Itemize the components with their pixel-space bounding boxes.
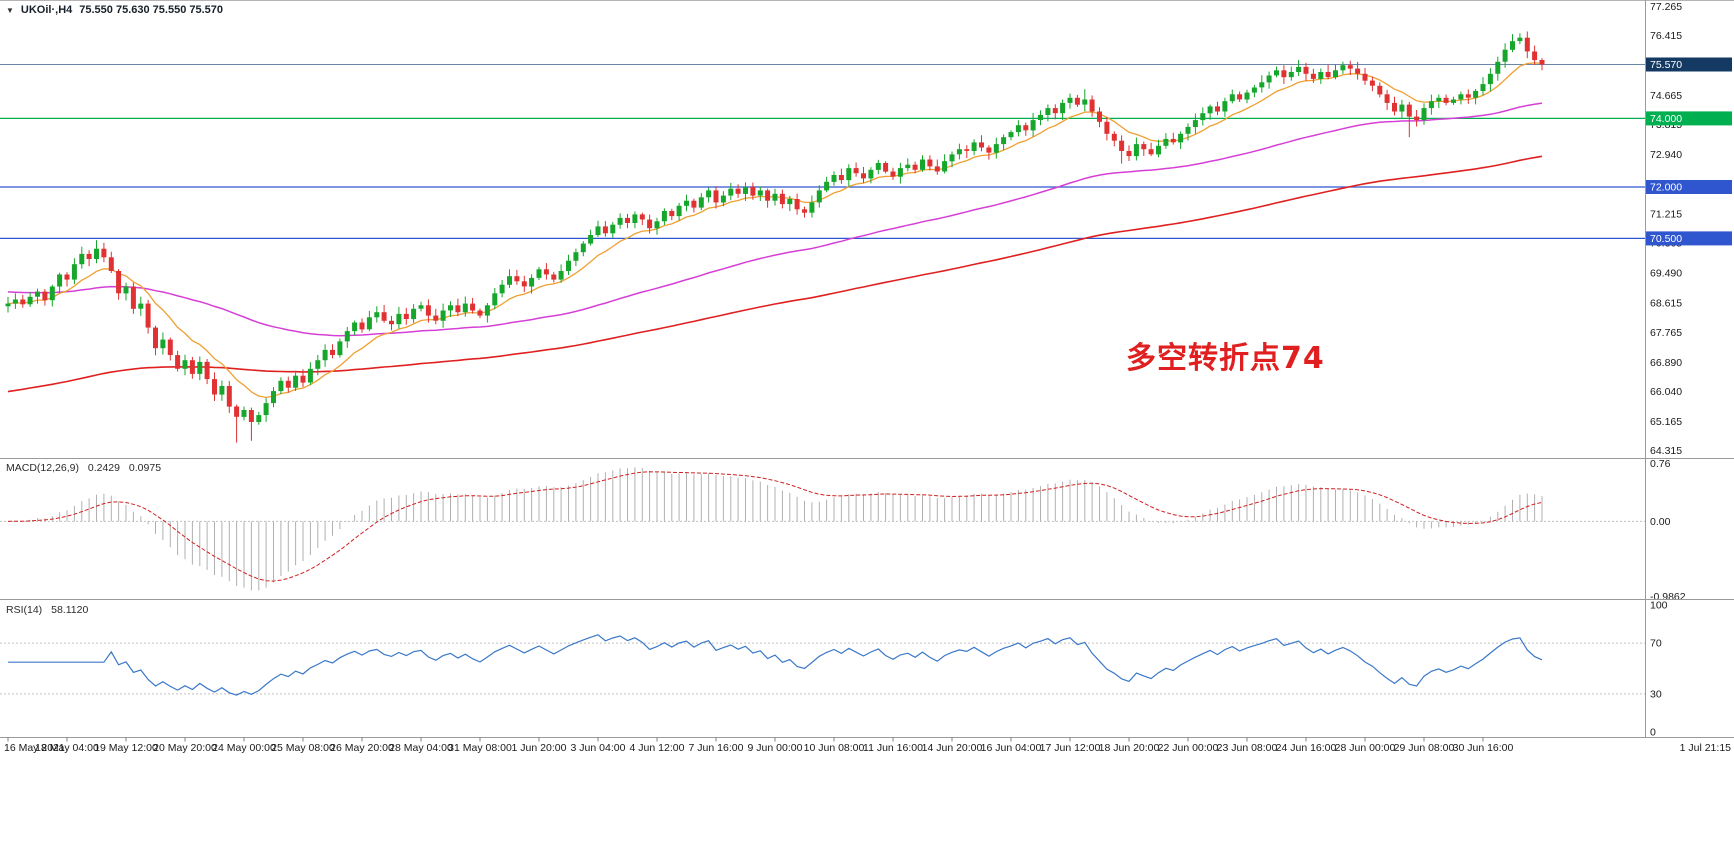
svg-text:31 May 08:00: 31 May 08:00 — [448, 742, 512, 754]
svg-text:67.765: 67.765 — [1650, 327, 1682, 339]
svg-text:65.165: 65.165 — [1650, 416, 1682, 428]
svg-text:7 Jun 16:00: 7 Jun 16:00 — [689, 742, 744, 754]
svg-text:0.00: 0.00 — [1650, 516, 1671, 528]
svg-text:3 Jun 04:00: 3 Jun 04:00 — [571, 742, 626, 754]
svg-text:72.000: 72.000 — [1650, 182, 1682, 194]
svg-text:23 Jun 08:00: 23 Jun 08:00 — [1217, 742, 1278, 754]
svg-text:72.940: 72.940 — [1650, 149, 1682, 161]
svg-text:76.415: 76.415 — [1650, 30, 1682, 42]
ohlc-values: 75.550 75.630 75.550 75.570 — [79, 4, 224, 16]
macd-panel: 0.760.00-0.9862 — [0, 458, 1686, 603]
svg-text:11 Jun 16:00: 11 Jun 16:00 — [863, 742, 923, 754]
svg-text:70: 70 — [1650, 638, 1662, 650]
svg-text:24 Jun 16:00: 24 Jun 16:00 — [1276, 742, 1337, 754]
candlestick-series — [5, 31, 1545, 443]
svg-text:24 May 00:00: 24 May 00:00 — [212, 742, 276, 754]
macd-signal-value: 0.0975 — [128, 462, 162, 474]
macd-value: 0.2429 — [87, 462, 120, 474]
svg-text:68.615: 68.615 — [1650, 298, 1682, 310]
svg-text:16 May 2021: 16 May 2021 — [4, 742, 65, 754]
svg-text:17 Jun 12:00: 17 Jun 12:00 — [1040, 742, 1101, 754]
svg-text:71.215: 71.215 — [1650, 208, 1682, 220]
svg-text:30 Jun 16:00: 30 Jun 16:00 — [1453, 742, 1514, 754]
price-axis[interactable]: 77.26576.41574.66573.81572.94071.21570.3… — [1646, 1, 1732, 457]
symbol-timeframe-label: UKOil·,H4 — [20, 4, 73, 16]
rsi-panel: 100 70 30 0 — [0, 600, 1668, 738]
chart-menu-icon[interactable]: ▼ — [6, 5, 14, 15]
svg-text:1 Jun 20:00: 1 Jun 20:00 — [512, 742, 567, 754]
svg-text:28 May 04:00: 28 May 04:00 — [389, 742, 453, 754]
rsi-indicator-header: RSI(14) 58.1120 — [6, 604, 94, 616]
svg-text:19 May 12:00: 19 May 12:00 — [94, 742, 158, 754]
chart-symbol-header: ▼ UKOil·,H4 75.550 75.630 75.550 75.570 — [6, 4, 223, 16]
svg-text:18 Jun 20:00: 18 Jun 20:00 — [1099, 742, 1160, 754]
svg-text:74.000: 74.000 — [1650, 113, 1682, 125]
svg-text:28 Jun 00:00: 28 Jun 00:00 — [1335, 742, 1396, 754]
svg-text:74.665: 74.665 — [1650, 90, 1682, 102]
svg-text:14 Jun 20:00: 14 Jun 20:00 — [922, 742, 983, 754]
svg-text:64.315: 64.315 — [1650, 445, 1682, 457]
panel-separators — [0, 0, 1734, 738]
svg-text:25 May 08:00: 25 May 08:00 — [271, 742, 335, 754]
svg-text:66.040: 66.040 — [1650, 386, 1682, 398]
svg-text:69.490: 69.490 — [1650, 268, 1682, 280]
macd-indicator-header: MACD(12,26,9) 0.2429 0.0975 — [6, 462, 167, 474]
svg-text:16 Jun 04:00: 16 Jun 04:00 — [981, 742, 1042, 754]
svg-text:30: 30 — [1650, 688, 1662, 700]
svg-text:29 Jun 08:00: 29 Jun 08:00 — [1394, 742, 1455, 754]
svg-text:9 Jun 00:00: 9 Jun 00:00 — [748, 742, 803, 754]
svg-text:77.265: 77.265 — [1650, 1, 1682, 13]
svg-text:0.76: 0.76 — [1650, 458, 1671, 470]
svg-text:18 May 04:00: 18 May 04:00 — [35, 742, 99, 754]
svg-text:20 May 20:00: 20 May 20:00 — [153, 742, 217, 754]
svg-text:100: 100 — [1650, 600, 1668, 612]
svg-text:70.500: 70.500 — [1650, 233, 1682, 245]
svg-text:10 Jun 08:00: 10 Jun 08:00 — [804, 742, 865, 754]
svg-text:75.570: 75.570 — [1650, 59, 1682, 71]
svg-text:0: 0 — [1650, 726, 1656, 738]
rsi-label: RSI(14) — [6, 604, 43, 616]
svg-text:66.890: 66.890 — [1650, 357, 1682, 369]
horizontal-level-lines[interactable] — [0, 64, 1645, 240]
macd-label: MACD(12,26,9) — [6, 462, 79, 474]
moving-average-lines — [7, 62, 1543, 399]
svg-text:1 Jul 21:15: 1 Jul 21:15 — [1680, 742, 1732, 754]
svg-text:26 May 20:00: 26 May 20:00 — [330, 742, 394, 754]
svg-text:4 Jun 12:00: 4 Jun 12:00 — [630, 742, 685, 754]
svg-text:22 Jun 00:00: 22 Jun 00:00 — [1158, 742, 1219, 754]
rsi-value: 58.1120 — [51, 604, 89, 616]
